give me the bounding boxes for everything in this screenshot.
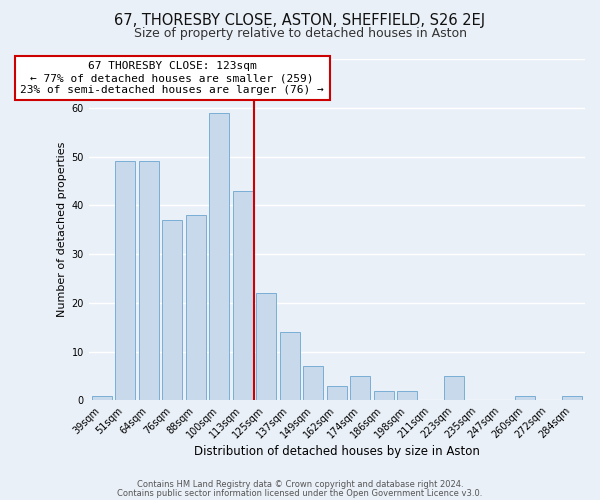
Bar	[139, 162, 158, 400]
Text: Contains public sector information licensed under the Open Government Licence v3: Contains public sector information licen…	[118, 488, 482, 498]
Bar	[303, 366, 323, 400]
Bar	[233, 190, 253, 400]
Bar	[256, 293, 276, 401]
Text: Contains HM Land Registry data © Crown copyright and database right 2024.: Contains HM Land Registry data © Crown c…	[137, 480, 463, 489]
Bar	[515, 396, 535, 400]
Bar	[397, 390, 418, 400]
Text: 67 THORESBY CLOSE: 123sqm
← 77% of detached houses are smaller (259)
23% of semi: 67 THORESBY CLOSE: 123sqm ← 77% of detac…	[20, 62, 324, 94]
Text: 67, THORESBY CLOSE, ASTON, SHEFFIELD, S26 2EJ: 67, THORESBY CLOSE, ASTON, SHEFFIELD, S2…	[115, 12, 485, 28]
Bar	[209, 112, 229, 401]
Bar	[327, 386, 347, 400]
Bar	[162, 220, 182, 400]
Bar	[280, 332, 300, 400]
X-axis label: Distribution of detached houses by size in Aston: Distribution of detached houses by size …	[194, 444, 480, 458]
Bar	[350, 376, 370, 400]
Bar	[445, 376, 464, 400]
Bar	[562, 396, 582, 400]
Bar	[374, 390, 394, 400]
Bar	[115, 162, 135, 400]
Bar	[185, 215, 206, 400]
Bar	[92, 396, 112, 400]
Y-axis label: Number of detached properties: Number of detached properties	[57, 142, 67, 318]
Text: Size of property relative to detached houses in Aston: Size of property relative to detached ho…	[133, 28, 467, 40]
